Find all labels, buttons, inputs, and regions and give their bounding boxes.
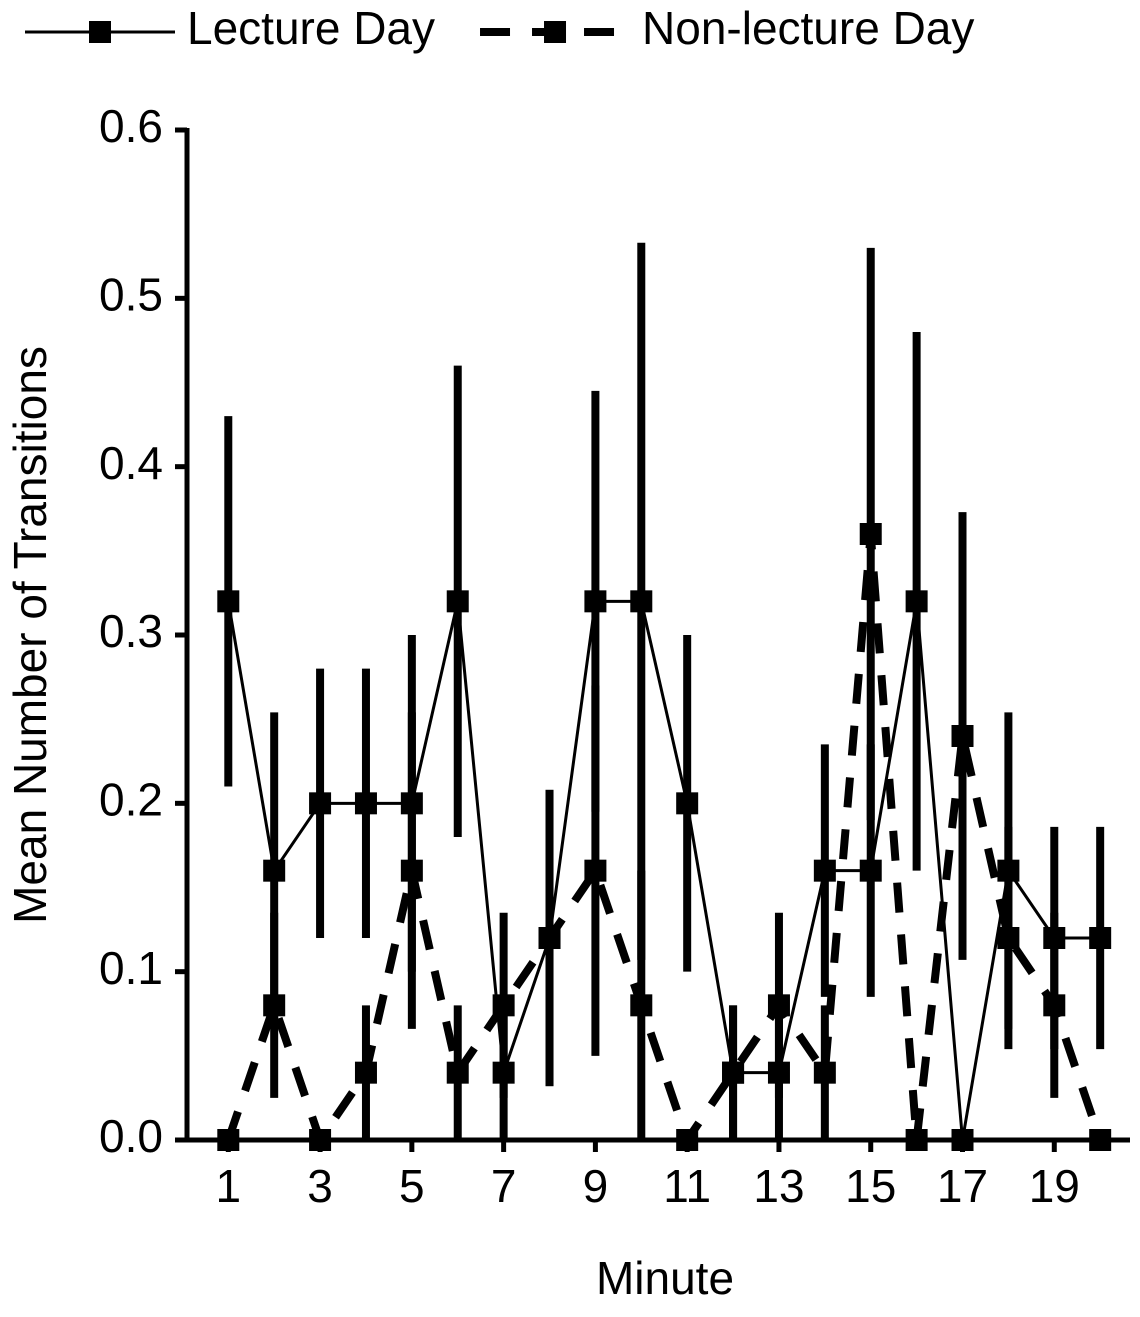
- marker: [400, 859, 423, 882]
- marker: [676, 792, 699, 815]
- legend-label: Non-lecture Day: [642, 2, 974, 54]
- marker: [767, 1061, 790, 1084]
- marker: [905, 1129, 928, 1151]
- marker: [1043, 927, 1066, 949]
- y-tick-label: 0.2: [99, 773, 163, 825]
- marker: [309, 792, 332, 815]
- marker: [722, 1061, 745, 1084]
- marker: [1089, 1129, 1112, 1151]
- marker: [630, 994, 653, 1017]
- y-tick-label: 0.0: [99, 1110, 163, 1162]
- marker: [630, 590, 653, 613]
- x-tick-label: 5: [399, 1160, 425, 1212]
- marker: [400, 792, 423, 815]
- marker: [997, 859, 1020, 882]
- y-axis-label: Mean Number of Transitions: [4, 346, 56, 924]
- marker: [446, 590, 469, 613]
- x-tick-label: 7: [491, 1160, 517, 1212]
- x-tick-label: 17: [937, 1160, 988, 1212]
- series-line: [224, 533, 1104, 1149]
- x-tick-label: 9: [583, 1160, 609, 1212]
- y-tick-label: 0.6: [99, 100, 163, 152]
- marker: [263, 859, 286, 882]
- marker: [859, 859, 882, 882]
- legend-label: Lecture Day: [187, 2, 435, 54]
- legend-marker: [544, 21, 567, 43]
- x-tick-label: 19: [1029, 1160, 1080, 1212]
- marker: [354, 1061, 377, 1084]
- marker: [492, 994, 515, 1017]
- marker: [446, 1061, 469, 1084]
- marker: [263, 994, 286, 1017]
- marker: [309, 1129, 332, 1151]
- x-tick-label: 13: [753, 1160, 804, 1212]
- marker: [217, 590, 240, 613]
- marker: [1089, 927, 1112, 949]
- marker: [813, 1061, 836, 1084]
- legend-marker: [89, 21, 111, 43]
- x-tick-label: 15: [845, 1160, 896, 1212]
- y-tick-label: 0.4: [99, 437, 163, 489]
- marker: [538, 927, 561, 949]
- marker: [767, 994, 790, 1017]
- y-tick-label: 0.3: [99, 605, 163, 657]
- marker: [492, 1061, 515, 1084]
- marker: [905, 590, 928, 613]
- marker: [1043, 994, 1066, 1017]
- marker: [951, 1129, 974, 1151]
- x-axis-label: Minute: [596, 1252, 734, 1304]
- marker: [951, 725, 974, 747]
- marker: [217, 1129, 240, 1151]
- marker: [676, 1129, 699, 1151]
- marker: [997, 927, 1020, 949]
- marker: [813, 859, 836, 882]
- marker: [584, 590, 607, 613]
- marker: [584, 859, 607, 882]
- series-line: [226, 599, 1101, 1141]
- x-tick-label: 3: [307, 1160, 333, 1212]
- x-tick-label: 11: [663, 1160, 711, 1212]
- y-tick-label: 0.5: [99, 268, 163, 320]
- x-tick-label: 1: [216, 1160, 242, 1212]
- marker: [859, 523, 882, 545]
- marker: [354, 792, 377, 815]
- y-tick-label: 0.1: [99, 942, 163, 994]
